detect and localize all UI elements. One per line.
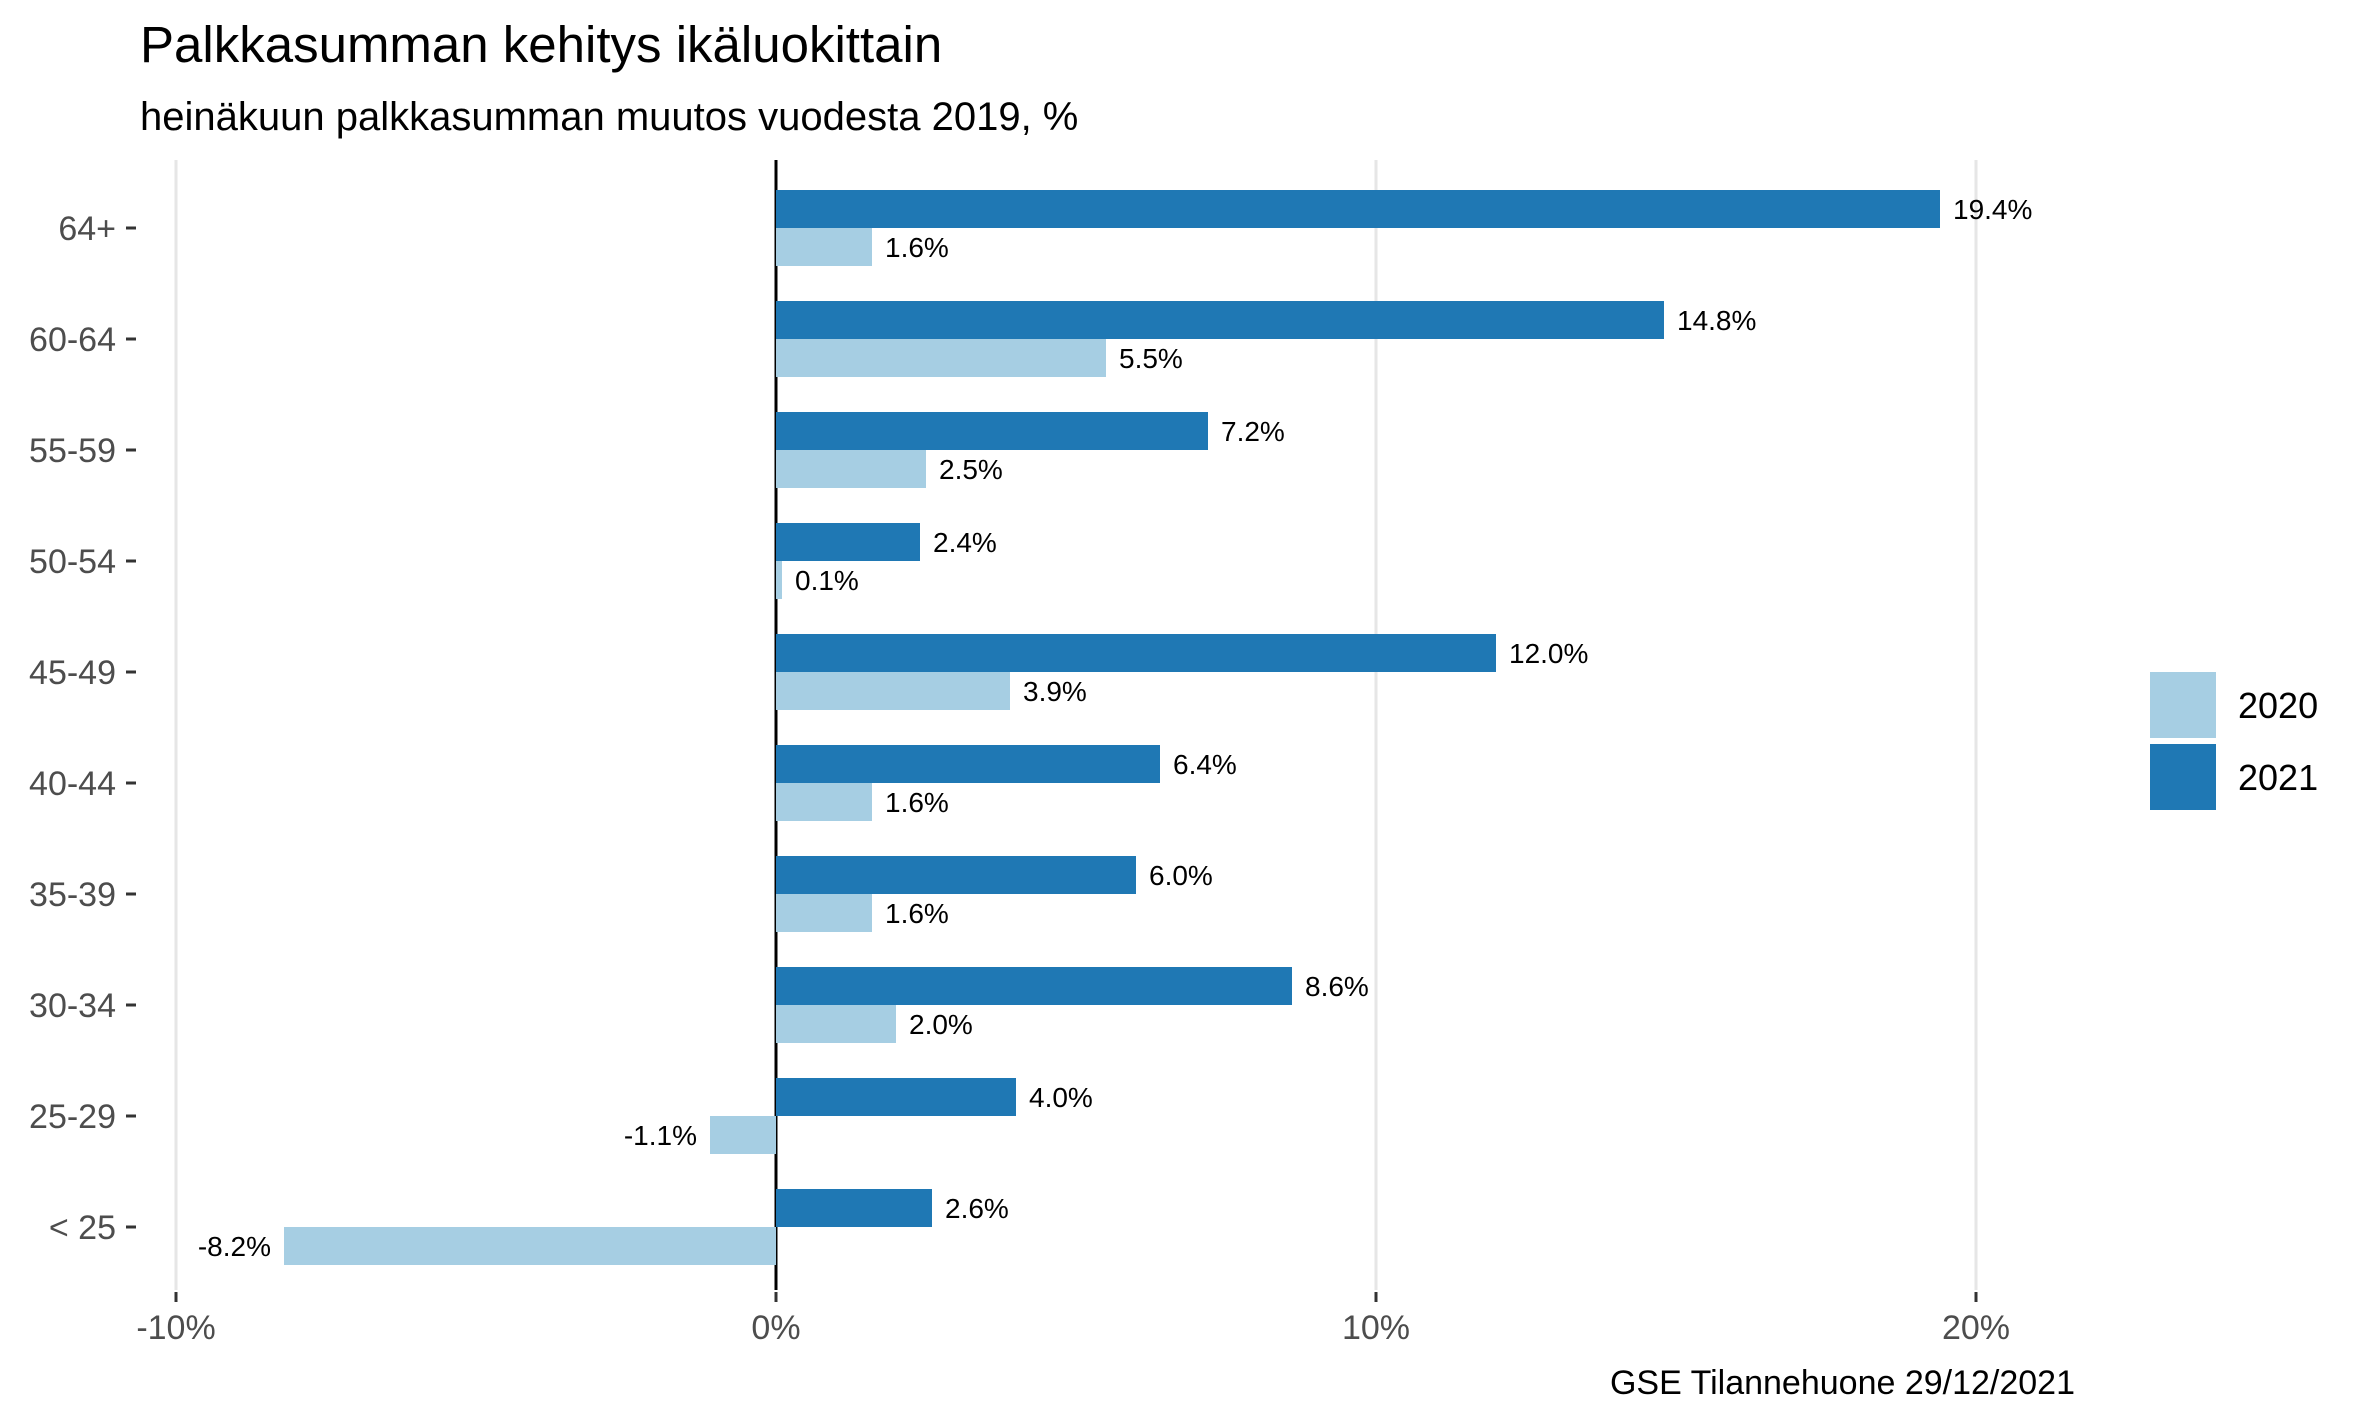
bar-2021: [776, 1189, 932, 1227]
x-tick-label: 0%: [751, 1309, 800, 1347]
data-label-2020: 2.5%: [939, 454, 1003, 485]
data-label-2020: 5.5%: [1119, 343, 1183, 374]
data-label-2021: 6.0%: [1149, 860, 1213, 891]
x-tick-label: -10%: [136, 1309, 215, 1347]
bar-2021: [776, 412, 1208, 450]
data-label-2020: 1.6%: [885, 787, 949, 818]
y-tick-label: 50-54: [29, 543, 116, 581]
bar-2021: [776, 301, 1664, 339]
legend-label-2020: 2020: [2238, 685, 2318, 726]
y-tick-label: 60-64: [29, 321, 116, 359]
bar-2020: [776, 783, 872, 821]
chart-title: Palkkasumman kehitys ikäluokittain: [140, 16, 942, 73]
bar-2020: [776, 450, 926, 488]
data-label-2020: 1.6%: [885, 232, 949, 263]
bar-2021: [776, 967, 1292, 1005]
data-labels: 19.4% 1.6% 14.8% 5.5% 7.2% 2.5% 2.4% 0.1% 12.0% 3…: [198, 194, 2033, 1262]
legend: 2020 2021: [2150, 672, 2318, 810]
y-tick-label: < 25: [49, 1209, 116, 1247]
data-label-2021: 6.4%: [1173, 749, 1237, 780]
data-label-2021: 2.4%: [933, 527, 997, 558]
bar-2020: [776, 228, 872, 266]
x-tick-label: 10%: [1342, 1309, 1410, 1347]
x-axis: -10% 0% 10% 20%: [136, 1292, 2010, 1347]
legend-label-2021: 2021: [2238, 757, 2318, 798]
bar-2021: [776, 1078, 1016, 1116]
data-label-2020: 0.1%: [795, 565, 859, 596]
legend-swatch-2021: [2150, 744, 2216, 810]
y-tick-label: 30-34: [29, 987, 116, 1025]
y-axis: 64+ 60-64 55-59 50-54 45-49 40-44 35-39 30-34 25…: [29, 210, 136, 1247]
bar-2020: [776, 1005, 896, 1043]
y-tick-label: 64+: [58, 210, 116, 248]
data-label-2021: 7.2%: [1221, 416, 1285, 447]
data-label-2020: 1.6%: [885, 898, 949, 929]
chart-subtitle: heinäkuun palkkasumman muutos vuodesta 2…: [140, 95, 1078, 139]
data-label-2020: -1.1%: [624, 1120, 697, 1151]
data-label-2020: 3.9%: [1023, 676, 1087, 707]
bar-2020: [776, 561, 782, 599]
data-label-2020: -8.2%: [198, 1231, 271, 1262]
bars: [284, 190, 1940, 1265]
data-label-2021: 8.6%: [1305, 971, 1369, 1002]
bar-2020: [776, 894, 872, 932]
bar-2021: [776, 634, 1496, 672]
bar-2020: [284, 1227, 776, 1265]
data-label-2021: 14.8%: [1677, 305, 1756, 336]
data-label-2020: 2.0%: [909, 1009, 973, 1040]
y-tick-label: 35-39: [29, 876, 116, 914]
y-tick-label: 55-59: [29, 432, 116, 470]
data-label-2021: 19.4%: [1953, 194, 2032, 225]
bar-2021: [776, 745, 1160, 783]
bar-2020: [776, 339, 1106, 377]
bar-2021: [776, 190, 1940, 228]
legend-swatch-2020: [2150, 672, 2216, 738]
bar-2021: [776, 856, 1136, 894]
y-tick-label: 25-29: [29, 1098, 116, 1136]
y-tick-label: 45-49: [29, 654, 116, 692]
bar-2021: [776, 523, 920, 561]
bar-2020: [710, 1116, 776, 1154]
data-label-2021: 12.0%: [1509, 638, 1588, 669]
data-label-2021: 4.0%: [1029, 1082, 1093, 1113]
data-label-2021: 2.6%: [945, 1193, 1009, 1224]
chart-caption: GSE Tilannehuone 29/12/2021: [1610, 1364, 2075, 1402]
x-tick-label: 20%: [1942, 1309, 2010, 1347]
y-tick-label: 40-44: [29, 765, 116, 803]
bar-2020: [776, 672, 1010, 710]
